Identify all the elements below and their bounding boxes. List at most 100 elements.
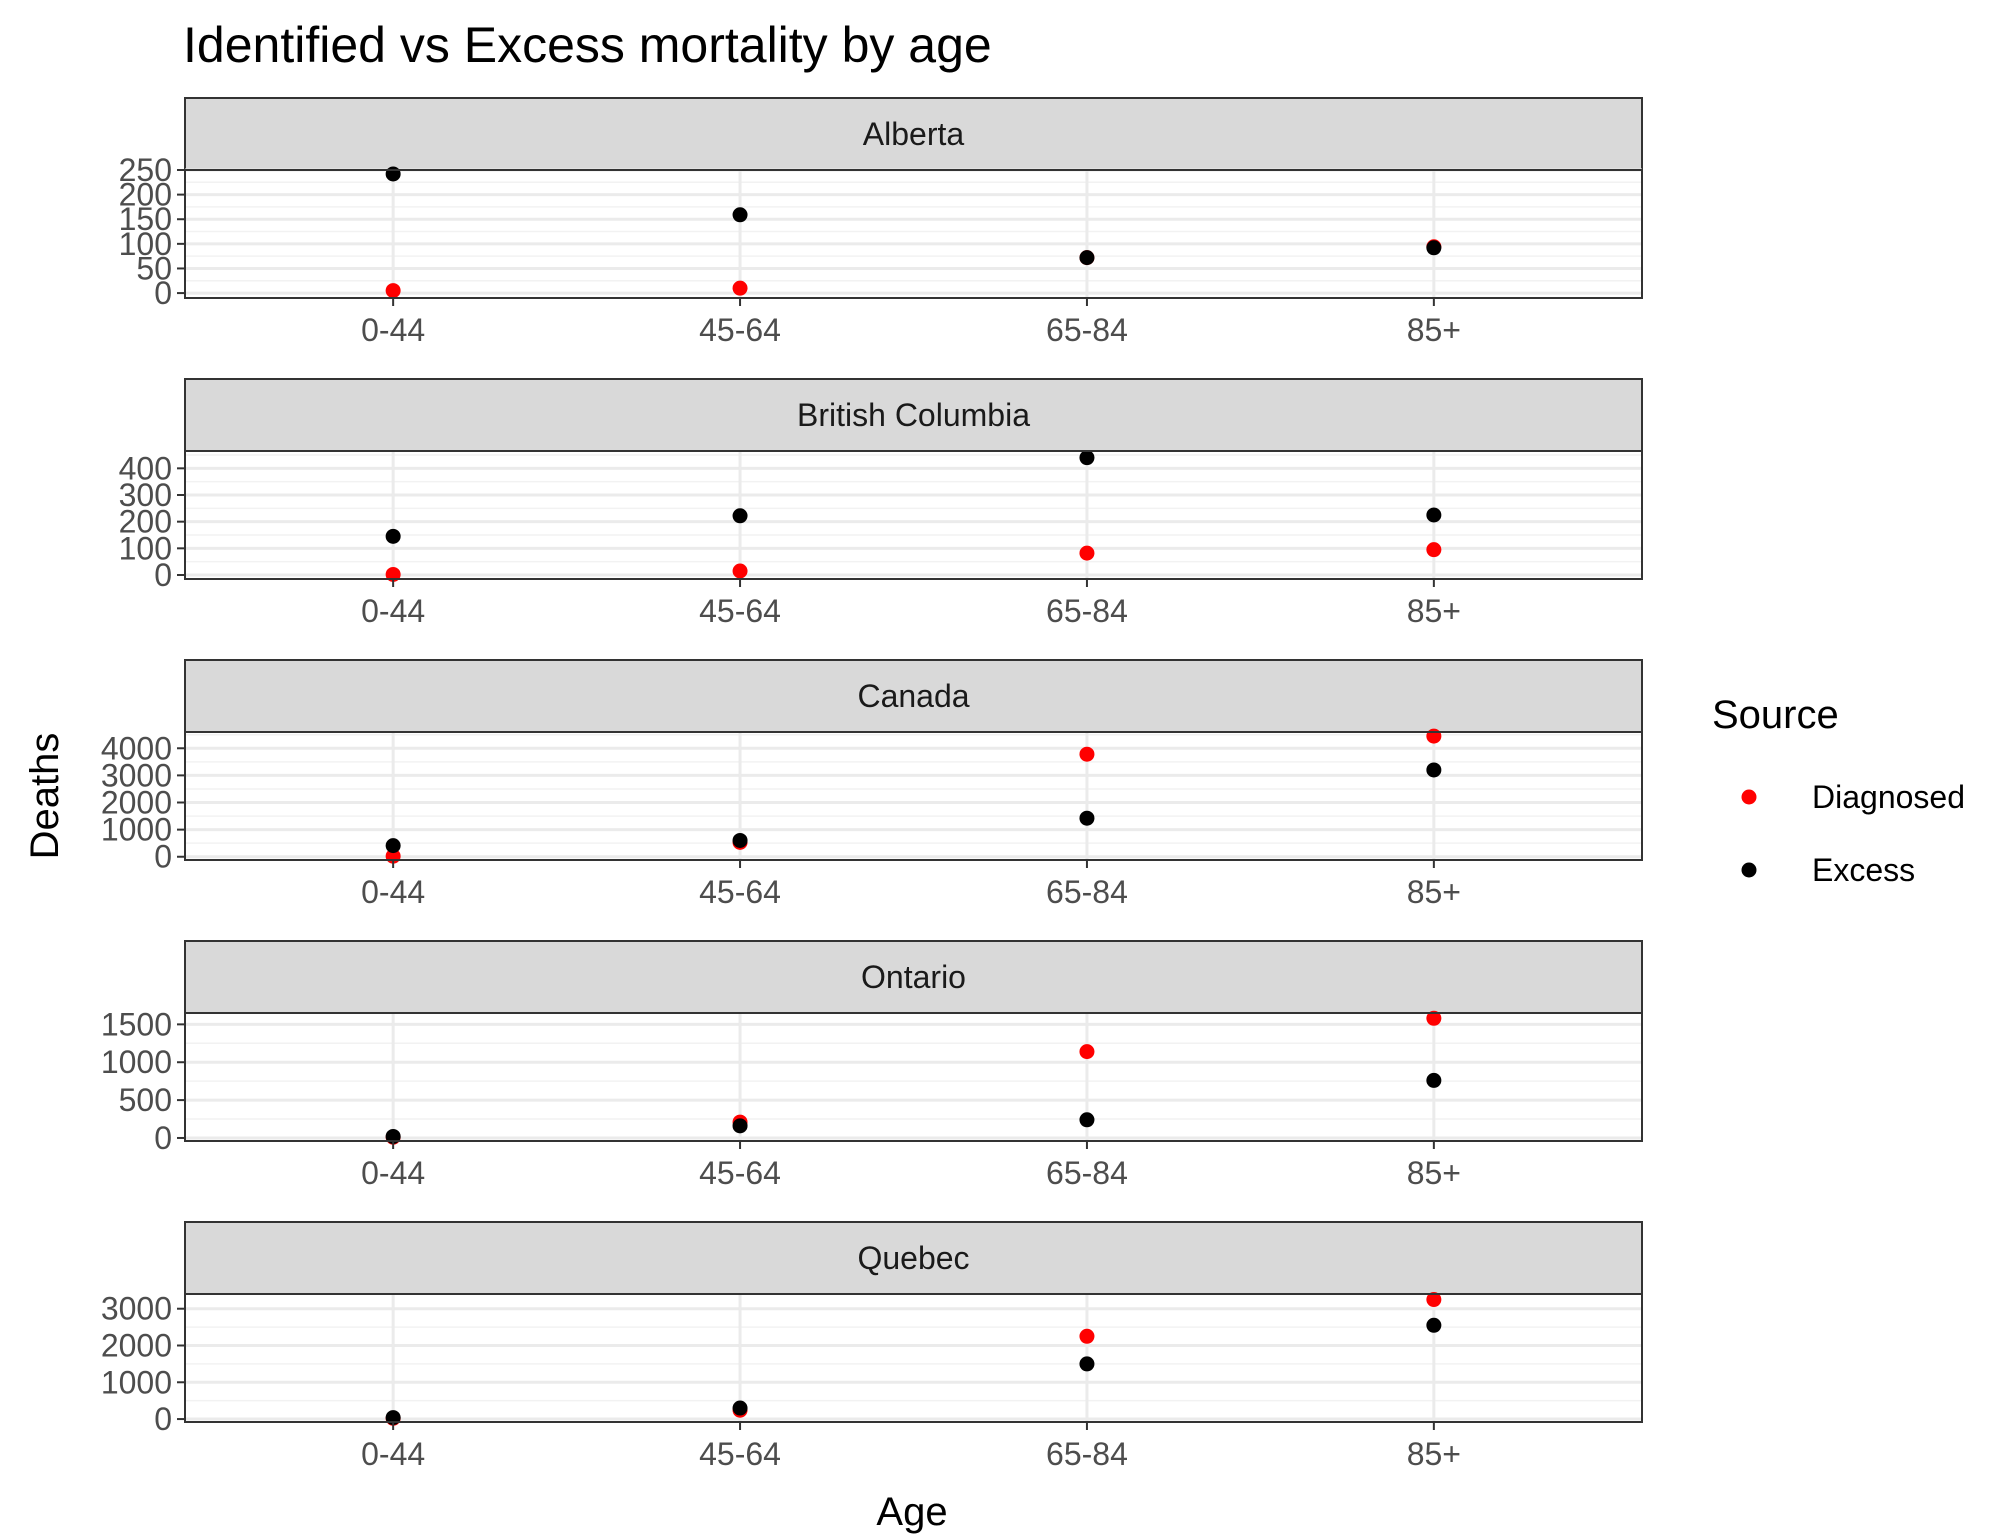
point-excess-85 xyxy=(1426,762,1442,778)
y-tick-label: 3000 xyxy=(101,757,172,793)
y-tick-label: 300 xyxy=(119,477,172,513)
plot-background xyxy=(185,170,1642,298)
y-tick-label: 4000 xyxy=(101,730,172,766)
y-tick-label: 500 xyxy=(119,1082,172,1118)
y-tick-label: 1000 xyxy=(101,1044,172,1080)
point-excess-0-44 xyxy=(385,528,401,544)
x-tick-label: 0-44 xyxy=(361,312,425,348)
point-excess-45-64 xyxy=(732,1118,748,1134)
y-tick-label: 3000 xyxy=(101,1291,172,1327)
point-excess-65-84 xyxy=(1079,450,1095,466)
y-axis-title: Deaths xyxy=(23,733,67,860)
y-tick-label: 0 xyxy=(154,839,172,875)
point-diagnosed-65-84 xyxy=(1079,1328,1095,1344)
x-axis-title: Age xyxy=(876,1490,947,1534)
y-tick-label: 1000 xyxy=(101,1364,172,1400)
x-tick-label: 0-44 xyxy=(361,593,425,629)
point-excess-45-64 xyxy=(732,1400,748,1416)
point-diagnosed-45-64 xyxy=(732,563,748,579)
panel-border xyxy=(184,450,1643,580)
x-tick-label: 85+ xyxy=(1407,874,1461,910)
x-tick-label: 85+ xyxy=(1407,1436,1461,1472)
point-diagnosed-45-64 xyxy=(732,280,748,296)
chart-title: Identified vs Excess mortality by age xyxy=(183,17,992,73)
legend-key xyxy=(1741,789,1757,805)
x-tick-label: 65-84 xyxy=(1046,593,1128,629)
x-tick-label: 45-64 xyxy=(699,1436,781,1472)
legend-item-excess: Excess xyxy=(1741,852,1915,888)
point-diagnosed-85 xyxy=(1426,1292,1442,1308)
point-excess-85 xyxy=(1426,240,1442,256)
plot-background xyxy=(185,732,1642,860)
legend-label: Diagnosed xyxy=(1812,779,1965,815)
facet-strip-label: Canada xyxy=(857,678,969,714)
point-diagnosed-0-44 xyxy=(385,283,401,299)
facet-strip xyxy=(184,659,1643,733)
x-tick-label: 65-84 xyxy=(1046,874,1128,910)
x-tick-label: 65-84 xyxy=(1046,312,1128,348)
x-tick-label: 85+ xyxy=(1407,312,1461,348)
y-tick-label: 1500 xyxy=(101,1006,172,1042)
point-excess-65-84 xyxy=(1079,810,1095,826)
y-tick-label: 1000 xyxy=(101,812,172,848)
facet-strip-label: Ontario xyxy=(861,959,966,995)
y-tick-label: 0 xyxy=(154,1120,172,1156)
point-excess-45-64 xyxy=(732,207,748,223)
point-excess-65-84 xyxy=(1079,1356,1095,1372)
point-diagnosed-65-84 xyxy=(1079,746,1095,762)
y-tick-label: 100 xyxy=(119,530,172,566)
point-excess-85 xyxy=(1426,1317,1442,1333)
x-tick-label: 0-44 xyxy=(361,1155,425,1191)
panel-border xyxy=(184,1012,1643,1142)
y-tick-label: 50 xyxy=(136,250,172,286)
x-tick-label: 0-44 xyxy=(361,1436,425,1472)
plot-background xyxy=(185,1294,1642,1422)
x-tick-label: 45-64 xyxy=(699,593,781,629)
point-excess-45-64 xyxy=(732,832,748,848)
legend-key xyxy=(1741,862,1757,878)
y-tick-label: 0 xyxy=(154,557,172,593)
legend-item-diagnosed: Diagnosed xyxy=(1741,779,1965,815)
legend-label: Excess xyxy=(1812,852,1915,888)
facet-strip-label: Alberta xyxy=(863,116,965,152)
x-tick-label: 45-64 xyxy=(699,874,781,910)
y-tick-label: 0 xyxy=(154,275,172,311)
point-diagnosed-85 xyxy=(1426,728,1442,744)
point-excess-0-44 xyxy=(385,166,401,182)
facet-strip-label: British Columbia xyxy=(797,397,1030,433)
x-tick-label: 85+ xyxy=(1407,1155,1461,1191)
y-tick-label: 2000 xyxy=(101,1327,172,1363)
point-diagnosed-85 xyxy=(1426,542,1442,558)
plot-background xyxy=(185,1013,1642,1141)
point-excess-85 xyxy=(1426,507,1442,523)
x-tick-label: 0-44 xyxy=(361,874,425,910)
point-diagnosed-85 xyxy=(1426,1010,1442,1026)
x-tick-label: 45-64 xyxy=(699,1155,781,1191)
panel-border xyxy=(184,731,1643,861)
y-tick-label: 200 xyxy=(119,504,172,540)
point-diagnosed-65-84 xyxy=(1079,1044,1095,1060)
plot-background xyxy=(185,451,1642,579)
y-tick-label: 200 xyxy=(119,177,172,213)
point-excess-45-64 xyxy=(732,508,748,524)
facet-strip xyxy=(184,1221,1643,1295)
y-tick-label: 250 xyxy=(119,152,172,188)
panel-border xyxy=(184,169,1643,299)
point-excess-65-84 xyxy=(1079,250,1095,266)
legend-items: Diagnosed Excess xyxy=(1741,779,1965,888)
x-tick-label: 45-64 xyxy=(699,312,781,348)
x-tick-label: 65-84 xyxy=(1046,1436,1128,1472)
facet-strip xyxy=(184,940,1643,1014)
y-tick-label: 150 xyxy=(119,201,172,237)
legend: Source Diagnosed Excess xyxy=(1712,693,1965,888)
point-excess-0-44 xyxy=(385,838,401,854)
y-tick-label: 100 xyxy=(119,226,172,262)
facet-strip xyxy=(184,97,1643,171)
facet-strip-label: Quebec xyxy=(857,1240,969,1276)
